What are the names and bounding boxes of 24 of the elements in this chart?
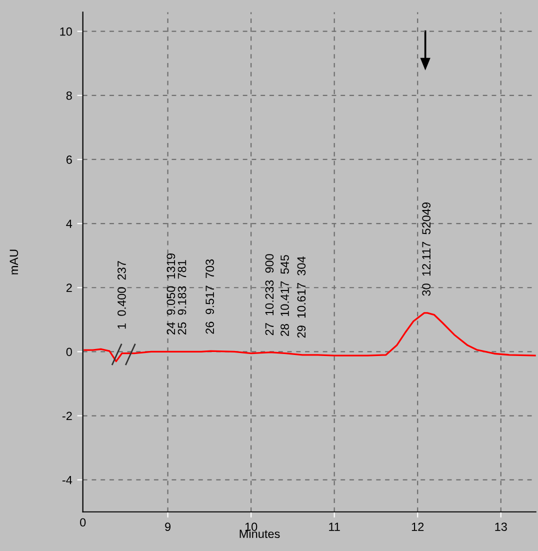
x-tick-label: 13 xyxy=(495,522,507,531)
y-tick-label: -4 xyxy=(62,476,72,484)
annotation: 24 9.050 1319 xyxy=(166,254,176,334)
x-tick-label: 12 xyxy=(412,522,424,531)
annotation: 1 0.400 237 xyxy=(118,261,126,329)
annotation: 25 9.183 781 xyxy=(178,260,186,334)
annotation: 30 12.117 52049 xyxy=(422,202,431,296)
text: 0 xyxy=(80,518,86,527)
annotation: 27 10.233 900 xyxy=(265,254,274,336)
x-tick-label: 9 xyxy=(165,522,171,531)
y-axis-title: mAU xyxy=(10,250,18,274)
annotation: 29 10.617 304 xyxy=(297,256,306,338)
x-tick-label: 10 xyxy=(245,522,258,531)
annotation: 28 10.417 545 xyxy=(280,255,289,336)
y-tick-label: 6 xyxy=(66,156,72,164)
annotation: 26 9.517 703 xyxy=(206,259,214,334)
y-tick-label: 10 xyxy=(60,27,72,36)
y-tick-label: 2 xyxy=(66,284,72,292)
x-tick-label: 11 xyxy=(329,522,340,531)
y-tick-label: 0 xyxy=(66,348,72,356)
y-tick-label: 4 xyxy=(66,220,72,228)
y-tick-label: 8 xyxy=(66,91,72,100)
x-axis-title: Minutes xyxy=(240,529,280,538)
y-tick-label: -2 xyxy=(62,412,72,420)
